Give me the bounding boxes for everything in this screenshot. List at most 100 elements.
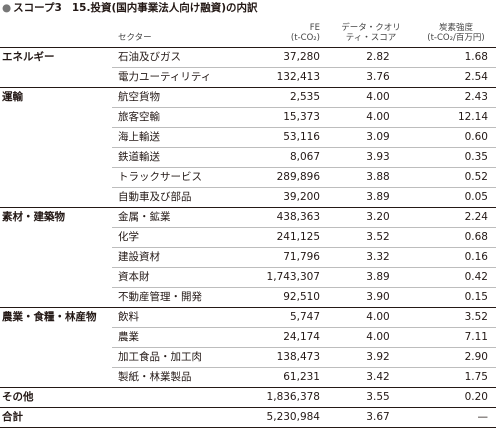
sector-cell: 金属・鉱業 — [112, 207, 216, 228]
table-row: 鉄道輸送 8,067 3.93 0.35 — [0, 147, 496, 168]
data-quality-cell: 4.00 — [326, 107, 416, 128]
carbon-intensity-cell: 0.16 — [416, 247, 496, 268]
fe-cell: 138,473 — [216, 347, 326, 368]
table-row: 海上輸送 53,116 3.09 0.60 — [0, 127, 496, 148]
sector-cell: 航空貨物 — [112, 87, 216, 108]
table-row: 製紙・林業製品 61,231 3.42 1.75 — [0, 367, 496, 388]
table-row: 旅客空輸 15,373 4.00 12.14 — [0, 107, 496, 128]
total-label-cell: その他 — [0, 387, 216, 408]
data-quality-cell: 3.93 — [326, 147, 416, 168]
data-quality-cell: 3.42 — [326, 367, 416, 388]
total-row: その他 1,836,378 3.55 0.20 — [0, 387, 496, 408]
carbon-intensity-cell: 1.75 — [416, 367, 496, 388]
table-row: 不動産管理・開発 92,510 3.90 0.15 — [0, 287, 496, 308]
table-row: 運輸 航空貨物 2,535 4.00 2.43 — [0, 87, 496, 208]
carbon-intensity-cell: 0.42 — [416, 267, 496, 288]
fe-cell: 5,747 — [216, 307, 326, 328]
sector-cell: 電力ユーティリティ — [112, 67, 216, 88]
sector-cell: 飲料 — [112, 307, 216, 328]
carbon-intensity-cell: 0.15 — [416, 287, 496, 308]
sector-cell: 製紙・林業製品 — [112, 367, 216, 388]
header-data-quality: データ・クオリ ティ・スコア — [326, 15, 416, 48]
carbon-intensity-cell: 1.68 — [416, 47, 496, 68]
carbon-intensity-cell: — — [416, 407, 496, 428]
carbon-intensity-cell: 0.35 — [416, 147, 496, 168]
fe-cell: 37,280 — [216, 47, 326, 68]
carbon-intensity-cell: 0.05 — [416, 187, 496, 208]
total-row: 合計 5,230,984 3.67— — [0, 407, 496, 428]
table-row: 加工食品・加工肉 138,473 3.92 2.90 — [0, 347, 496, 368]
category-cell: 農業・食糧・林産物 — [0, 307, 112, 388]
category-cell: 素材・建築物 — [0, 207, 112, 308]
table-row: エネルギー 石油及びガス 37,280 2.82 1.68 — [0, 47, 496, 88]
fe-cell: 92,510 — [216, 287, 326, 308]
fe-cell: 289,896 — [216, 167, 326, 188]
carbon-intensity-cell: 2.43 — [416, 87, 496, 108]
fe-cell: 1,743,307 — [216, 267, 326, 288]
carbon-intensity-cell: 0.20 — [416, 387, 496, 408]
category-cell: 運輸 — [0, 87, 112, 208]
table-row: 建設資材 71,796 3.32 0.16 — [0, 247, 496, 268]
sector-cell: 海上輸送 — [112, 127, 216, 148]
carbon-intensity-cell: 3.52 — [416, 307, 496, 328]
sector-cell: 農業 — [112, 327, 216, 348]
table-row: 電力ユーティリティ 132,413 3.76 2.54 — [0, 67, 496, 88]
data-quality-cell: 4.00 — [326, 327, 416, 348]
bullet-icon: ● — [2, 2, 12, 14]
sector-cell: 建設資材 — [112, 247, 216, 268]
sector-cell: 不動産管理・開発 — [112, 287, 216, 308]
carbon-intensity-cell: 2.54 — [416, 67, 496, 88]
section-title: ● スコープ3 15.投資(国内事業法人向け融資)の内訳 — [2, 1, 258, 15]
scope-label: スコープ3 — [13, 2, 62, 14]
fe-cell: 53,116 — [216, 127, 326, 148]
data-quality-cell: 2.82 — [326, 47, 416, 68]
fe-cell: 1,836,378 — [216, 387, 326, 408]
fe-cell: 241,125 — [216, 227, 326, 248]
fe-cell: 438,363 — [216, 207, 326, 228]
emissions-table: セクター FE (t-CO₂) データ・クオリ ティ・スコア 炭素強度 (t-C… — [0, 15, 496, 428]
fe-cell: 24,174 — [216, 327, 326, 348]
carbon-intensity-cell: 0.60 — [416, 127, 496, 148]
data-quality-cell: 3.76 — [326, 67, 416, 88]
data-quality-cell: 3.90 — [326, 287, 416, 308]
table-row: トラックサービス 289,896 3.88 0.52 — [0, 167, 496, 188]
data-quality-cell: 3.32 — [326, 247, 416, 268]
sector-cell: 旅客空輸 — [112, 107, 216, 128]
data-quality-cell: 3.92 — [326, 347, 416, 368]
sector-cell: 化学 — [112, 227, 216, 248]
carbon-intensity-cell: 2.90 — [416, 347, 496, 368]
data-quality-cell: 3.55 — [326, 387, 416, 408]
fe-cell: 61,231 — [216, 367, 326, 388]
table-row: 自動車及び部品 39,200 3.89 0.05 — [0, 187, 496, 208]
data-quality-cell: 3.89 — [326, 187, 416, 208]
title-text: 15.投資(国内事業法人向け融資)の内訳 — [71, 2, 258, 14]
sector-cell: 加工食品・加工肉 — [112, 347, 216, 368]
table-row: 農業 24,174 4.00 7.11 — [0, 327, 496, 348]
header-dq-text: データ・クオリ ティ・スコア — [341, 23, 401, 43]
fe-cell: 71,796 — [216, 247, 326, 268]
carbon-intensity-cell: 12.14 — [416, 107, 496, 128]
table-row: 農業・食糧・林産物 飲料 5,747 4.00 3.52 — [0, 307, 496, 388]
data-quality-cell: 3.88 — [326, 167, 416, 188]
fe-cell: 8,067 — [216, 147, 326, 168]
category-cell: エネルギー — [0, 47, 112, 88]
total-label-cell: 合計 — [0, 407, 216, 428]
data-quality-cell: 3.89 — [326, 267, 416, 288]
header-sector: セクター — [112, 15, 216, 48]
data-quality-cell: 4.00 — [326, 87, 416, 108]
data-quality-cell: 3.67 — [326, 407, 416, 428]
header-category — [0, 15, 112, 48]
table-header-row: セクター FE (t-CO₂) データ・クオリ ティ・スコア 炭素強度 (t-C… — [0, 15, 496, 48]
table-row: 化学 241,125 3.52 0.68 — [0, 227, 496, 248]
header-fe: FE (t-CO₂) — [216, 15, 326, 48]
table-row: 資本財 1,743,307 3.89 0.42 — [0, 267, 496, 288]
sector-cell: 石油及びガス — [112, 47, 216, 68]
data-quality-cell: 3.52 — [326, 227, 416, 248]
fe-cell: 5,230,984 — [216, 407, 326, 428]
data-quality-cell: 3.20 — [326, 207, 416, 228]
fe-cell: 2,535 — [216, 87, 326, 108]
carbon-intensity-cell: 0.68 — [416, 227, 496, 248]
sector-cell: 資本財 — [112, 267, 216, 288]
carbon-intensity-cell: 7.11 — [416, 327, 496, 348]
